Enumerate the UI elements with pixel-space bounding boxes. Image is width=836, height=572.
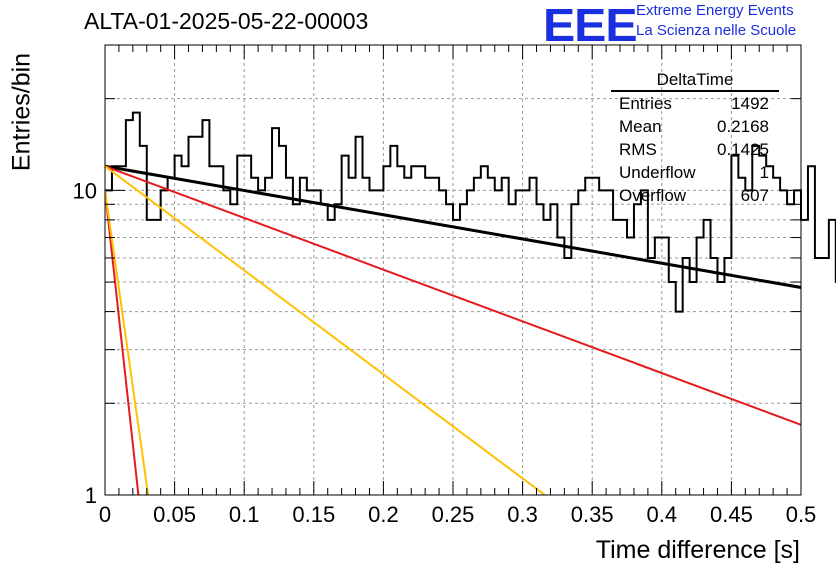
- x-axis-label: Time difference [s]: [595, 536, 800, 564]
- x-tick-label: 0.4: [647, 502, 678, 527]
- logo-subtitle-1: Extreme Energy Events: [636, 2, 794, 19]
- x-tick-label: 0.35: [571, 502, 614, 527]
- x-tick-label: 0.3: [507, 502, 538, 527]
- fit-line-3: [105, 190, 140, 495]
- fit-line-2: [105, 165, 546, 495]
- stats-label: Mean: [619, 117, 662, 136]
- eee-logo: EEE: [543, 0, 638, 51]
- stats-row-mean: Mean 0.2168: [611, 115, 779, 138]
- tick-labels: 0 0.05 0.1 0.15 0.2 0.25 0.3 0.35 0.4 0.45 0.5 1 10: [73, 178, 817, 527]
- stats-value: 607: [740, 186, 769, 205]
- stats-value: 1: [759, 163, 769, 182]
- stats-label: Entries: [619, 94, 672, 113]
- x-tick-label: 0.1: [229, 502, 260, 527]
- fit-line-4: [105, 190, 150, 495]
- stats-value: 1492: [731, 94, 769, 113]
- stats-row-rms: RMS 0.1425: [611, 138, 779, 161]
- logo-subtitle-2: La Scienza nelle Scuole: [636, 22, 797, 39]
- stats-value: 0.2168: [717, 117, 769, 136]
- chart-title: ALTA-01-2025-05-22-00003: [84, 8, 369, 34]
- stats-row-overflow: Overflow 607: [611, 184, 779, 207]
- stats-row-underflow: Underflow 1: [611, 161, 779, 184]
- y-tick-label: 10: [73, 178, 97, 203]
- stats-label: Underflow: [619, 163, 696, 182]
- axis-ticks: [104, 44, 802, 496]
- stats-title: DeltaTime: [611, 70, 779, 92]
- x-tick-label: 0: [99, 502, 111, 527]
- x-tick-label: 0.25: [432, 502, 475, 527]
- x-tick-label: 0.45: [710, 502, 753, 527]
- stats-row-entries: Entries 1492: [611, 92, 779, 115]
- fit-line-1: [105, 165, 801, 426]
- stats-box: DeltaTime Entries 1492 Mean 0.2168 RMS 0…: [611, 70, 779, 207]
- fit-lines: [105, 164, 801, 495]
- x-tick-label: 0.5: [786, 502, 817, 527]
- x-tick-label: 0.15: [292, 502, 335, 527]
- x-tick-label: 0.2: [368, 502, 399, 527]
- x-tick-label: 0.05: [153, 502, 196, 527]
- y-axis-label: Entries/bin: [7, 52, 36, 172]
- stats-label: RMS: [619, 140, 657, 159]
- stats-label: Overflow: [619, 186, 687, 205]
- stats-value: 0.1425: [717, 140, 769, 159]
- y-tick-label: 1: [85, 483, 97, 508]
- fit-line-0: [105, 164, 801, 289]
